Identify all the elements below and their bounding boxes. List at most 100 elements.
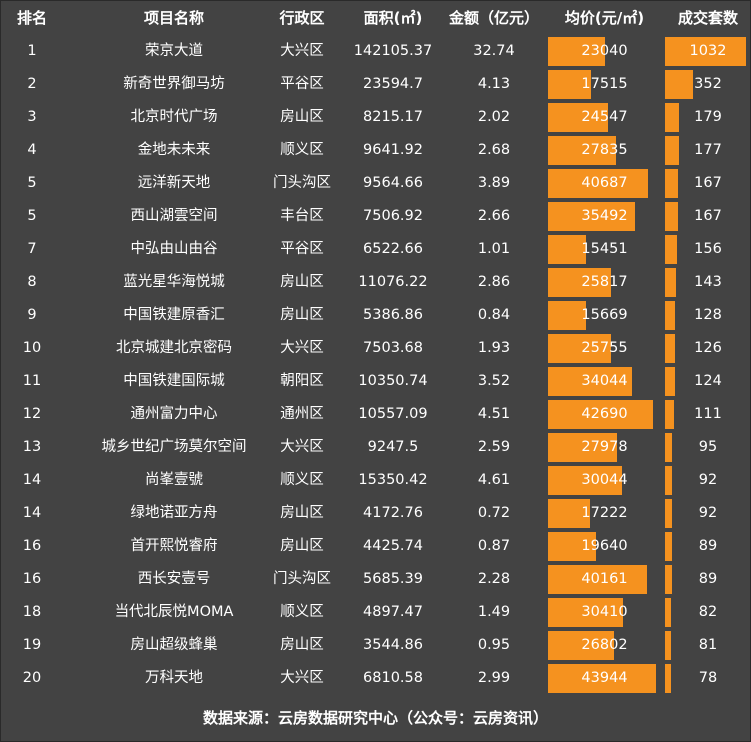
rank-cell: 3 xyxy=(27,109,37,125)
deals-bar xyxy=(665,136,679,165)
amount-cell: 4.61 xyxy=(477,472,511,488)
district-cell: 房山区 xyxy=(280,505,324,521)
avg-price-label: 15451 xyxy=(581,241,628,257)
avg-price-label: 40687 xyxy=(581,175,628,191)
deals-bar xyxy=(665,70,693,99)
area-cell: 11076.22 xyxy=(358,274,428,290)
deals-label: 92 xyxy=(698,505,718,521)
project-name-cell: 新奇世界御马坊 xyxy=(123,76,225,92)
district-cell: 平谷区 xyxy=(280,76,324,92)
area-cell: 9247.5 xyxy=(367,439,419,455)
deals-bar xyxy=(665,301,675,330)
amount-cell: 1.49 xyxy=(477,604,511,620)
avg-price-label: 17515 xyxy=(581,76,628,92)
source-footer: 数据来源：云房数据研究中心（公众号：云房资讯） xyxy=(202,709,548,727)
deals-bar xyxy=(665,169,678,198)
project-name-cell: 西山湖雲空间 xyxy=(130,208,218,224)
deals-label: 167 xyxy=(694,208,722,224)
district-cell: 房山区 xyxy=(280,307,324,323)
area-cell: 142105.37 xyxy=(353,43,433,59)
deals-label: 124 xyxy=(694,373,722,389)
area-cell: 9564.66 xyxy=(363,175,423,191)
avg-price-bar xyxy=(548,235,586,264)
deals-label: 111 xyxy=(694,406,722,422)
area-cell: 9641.92 xyxy=(363,142,423,158)
district-cell: 丰台区 xyxy=(280,208,324,224)
project-name-cell: 西长安壹号 xyxy=(137,571,211,587)
project-name-cell: 金地未未来 xyxy=(137,142,211,158)
district-cell: 大兴区 xyxy=(280,340,324,356)
amount-cell: 2.02 xyxy=(477,109,511,125)
avg-price-label: 42690 xyxy=(581,406,628,422)
area-cell: 10557.09 xyxy=(358,406,428,422)
deals-bar xyxy=(665,400,674,429)
avg-price-bar xyxy=(548,37,605,66)
avg-price-label: 17222 xyxy=(581,505,628,521)
district-cell: 通州区 xyxy=(280,406,324,422)
project-name-cell: 北京城建北京密码 xyxy=(116,340,232,356)
avg-price-bar xyxy=(548,565,647,594)
deals-bar xyxy=(665,466,672,495)
avg-price-label: 25817 xyxy=(581,274,628,290)
project-name-cell: 首开熙悦睿府 xyxy=(130,538,218,554)
rank-cell: 7 xyxy=(27,241,37,257)
area-cell: 15350.42 xyxy=(358,472,428,488)
deals-label: 81 xyxy=(698,637,718,653)
avg-price-bar xyxy=(548,202,635,231)
deals-bar xyxy=(665,235,677,264)
rank-cell: 18 xyxy=(22,604,42,620)
header-amount: 金额（亿元） xyxy=(448,9,539,27)
avg-price-bar xyxy=(548,334,611,363)
area-cell: 6810.58 xyxy=(363,670,423,686)
rank-cell: 9 xyxy=(27,307,37,323)
avg-price-label: 27835 xyxy=(581,142,628,158)
deals-label: 82 xyxy=(698,604,718,620)
deals-label: 179 xyxy=(694,109,722,125)
district-cell: 顺义区 xyxy=(280,472,324,488)
deals-label: 1032 xyxy=(689,43,727,59)
amount-cell: 2.59 xyxy=(477,439,511,455)
rank-cell: 14 xyxy=(22,472,42,488)
amount-cell: 1.01 xyxy=(477,241,511,257)
deals-label: 95 xyxy=(698,439,718,455)
header-district: 行政区 xyxy=(279,9,325,27)
avg-price-bar xyxy=(548,136,616,165)
rank-cell: 14 xyxy=(22,505,42,521)
deals-bar xyxy=(665,433,672,462)
avg-price-label: 27978 xyxy=(581,439,628,455)
district-cell: 大兴区 xyxy=(280,670,324,686)
area-cell: 5386.86 xyxy=(363,307,423,323)
amount-cell: 2.86 xyxy=(477,274,511,290)
deals-label: 143 xyxy=(694,274,722,290)
header-project-name: 项目名称 xyxy=(143,9,204,27)
avg-price-bar xyxy=(548,70,591,99)
amount-cell: 4.51 xyxy=(477,406,511,422)
avg-price-bar xyxy=(548,367,632,396)
amount-cell: 0.84 xyxy=(477,307,511,323)
rank-cell: 2 xyxy=(27,76,37,92)
avg-price-label: 24547 xyxy=(581,109,628,125)
avg-price-label: 15669 xyxy=(581,307,628,323)
deals-bar xyxy=(665,532,672,561)
project-name-cell: 当代北辰悦MOMA xyxy=(114,604,234,620)
rank-cell: 16 xyxy=(22,538,42,554)
avg-price-label: 30044 xyxy=(581,472,628,488)
deals-bar xyxy=(665,565,672,594)
rank-cell: 8 xyxy=(27,274,37,290)
avg-price-label: 30410 xyxy=(581,604,628,620)
project-name-cell: 绿地诺亚方舟 xyxy=(130,505,218,521)
deals-bar xyxy=(665,664,671,693)
avg-price-bar xyxy=(548,103,608,132)
area-cell: 5685.39 xyxy=(363,571,423,587)
area-cell: 7503.68 xyxy=(363,340,423,356)
avg-price-bar xyxy=(548,301,586,330)
avg-price-bar xyxy=(548,400,653,429)
district-cell: 房山区 xyxy=(280,637,324,653)
avg-price-bar xyxy=(548,169,648,198)
header-area: 面积(㎡) xyxy=(363,9,423,27)
district-cell: 大兴区 xyxy=(280,43,324,59)
area-cell: 7506.92 xyxy=(363,208,423,224)
rank-cell: 1 xyxy=(27,43,37,59)
rank-cell: 19 xyxy=(22,637,42,653)
